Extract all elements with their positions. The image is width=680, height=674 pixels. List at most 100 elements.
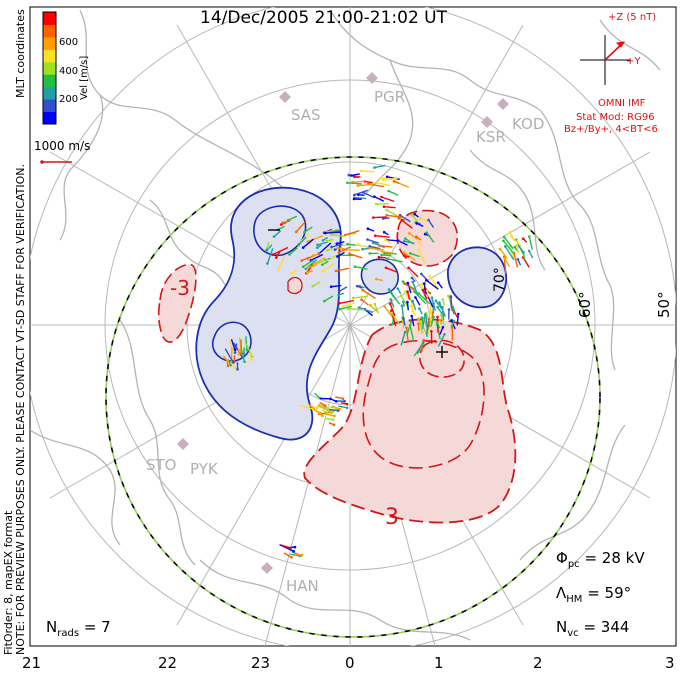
velocity-vector-origin: [389, 291, 393, 295]
velocity-vector: [381, 196, 395, 203]
station-label-han: HAN: [286, 577, 319, 595]
velocity-vector-origin: [421, 288, 425, 292]
velocity-vector-origin: [407, 266, 410, 270]
velocity-vector-origin: [451, 305, 455, 309]
velocity-vector: [383, 206, 396, 209]
velocity-vector-origin: [353, 175, 356, 179]
velocity-vector: [381, 254, 392, 257]
velocity-vector-origin: [321, 414, 324, 418]
velocity-vector: [233, 342, 243, 358]
station-label-ksr: KSR: [476, 128, 506, 146]
positive-cell-left: [157, 263, 197, 343]
velocity-vector-origin: [379, 176, 383, 180]
velocity-vector: [426, 232, 435, 243]
velocity-vector: [338, 405, 348, 409]
colorbar-label: Vel [m/s]: [79, 55, 90, 100]
velocity-vector-origin: [516, 258, 520, 261]
velocity-vector-origin: [383, 305, 387, 309]
velocity-vector-origin: [406, 281, 410, 285]
velocity-vector: [299, 404, 314, 410]
velocity-vector-origin: [381, 217, 385, 220]
velocity-vector-origin: [436, 315, 439, 319]
velocity-vector: [266, 248, 274, 264]
velocity-vector: [354, 196, 367, 200]
velocity-vector-origin: [410, 304, 413, 308]
velocity-vector-origin: [508, 230, 512, 234]
velocity-vector-origin: [403, 282, 406, 286]
velocity-vector: [382, 177, 399, 181]
velocity-vector-origin: [265, 248, 269, 252]
velocity-vectors: [222, 164, 534, 559]
velocity-vector: [364, 180, 373, 184]
velocity-vector-origin: [330, 245, 334, 249]
colorbar-tick-400: 400: [59, 66, 79, 77]
velocity-vector-origin: [293, 545, 297, 549]
velocity-vector-origin: [361, 247, 364, 251]
velocity-vector-origin: [404, 237, 407, 240]
coastlines: [30, 9, 661, 641]
velocity-vector-origin: [315, 246, 319, 250]
velocity-vector-origin: [382, 230, 386, 234]
velocity-vector: [338, 286, 348, 292]
velocity-vector-origin: [415, 235, 418, 238]
velocity-vector: [344, 230, 360, 236]
station-marker-sto: [177, 438, 189, 450]
velocity-vector: [224, 348, 234, 363]
velocity-vector: [331, 243, 343, 248]
velocity-vector-origin: [375, 277, 378, 281]
velocity-vector: [397, 239, 408, 246]
velocity-vector-origin: [441, 298, 444, 301]
velocity-vector: [439, 327, 444, 335]
velocity-vector-origin: [330, 233, 333, 237]
station-label-pgr: PGR: [374, 88, 406, 106]
velocity-vector-origin: [385, 208, 389, 212]
velocity-vector-origin: [438, 301, 441, 304]
velocity-vector-origin: [306, 271, 309, 274]
velocity-vector-origin: [338, 302, 341, 305]
velocity-vector-origin: [430, 296, 434, 300]
velocity-vector: [412, 300, 417, 311]
velocity-vector-origin: [301, 265, 305, 269]
velocity-vector-origin: [389, 309, 393, 313]
velocity-vector: [373, 216, 387, 219]
velocity-vector-origin: [245, 348, 249, 352]
velocity-vector-origin: [400, 304, 404, 308]
latitude-label-70: 70°: [492, 267, 508, 292]
velocity-vector: [385, 267, 398, 273]
station-markers: [177, 72, 509, 574]
velocity-vector: [373, 195, 385, 202]
velocity-vector-origin: [430, 330, 433, 333]
velocity-vector: [418, 292, 431, 305]
velocity-vector: [325, 231, 342, 234]
velocity-vector: [318, 242, 332, 255]
velocity-vector-origin: [306, 266, 310, 270]
velocity-vector-origin: [348, 252, 351, 256]
velocity-vector-origin: [316, 243, 319, 247]
velocity-vector-origin: [403, 330, 407, 334]
positive-cell-main: [303, 318, 517, 524]
velocity-vector-origin: [329, 285, 333, 289]
velocity-vector-origin: [400, 219, 404, 222]
velocity-vector: [304, 226, 313, 233]
velocity-vector-origin: [515, 243, 518, 247]
contour-label-left: -3: [170, 276, 190, 300]
x-tick-22: 22: [158, 654, 178, 672]
imf-z-label: +Z (5 nT): [608, 12, 657, 23]
velocity-vector-origin: [428, 274, 432, 278]
velocity-vector-origin: [502, 239, 505, 243]
velocity-vector: [338, 246, 352, 254]
velocity-vector: [331, 234, 346, 237]
velocity-vector-origin: [325, 411, 329, 415]
positive-cell-small: [287, 276, 303, 295]
velocity-vector-origin: [388, 302, 392, 305]
velocity-vector-origin: [450, 319, 453, 322]
coords-note: MLT coordinates: [14, 9, 27, 98]
velocity-vector: [367, 238, 380, 244]
velocity-vector: [401, 219, 413, 229]
velocity-vector-origin: [422, 341, 425, 344]
velocity-vector: [414, 297, 421, 306]
velocity-vector-origin: [229, 363, 232, 367]
negative-cell-dusk: [195, 186, 342, 441]
velocity-vector: [379, 244, 393, 248]
velocity-vector-origin: [373, 302, 377, 306]
